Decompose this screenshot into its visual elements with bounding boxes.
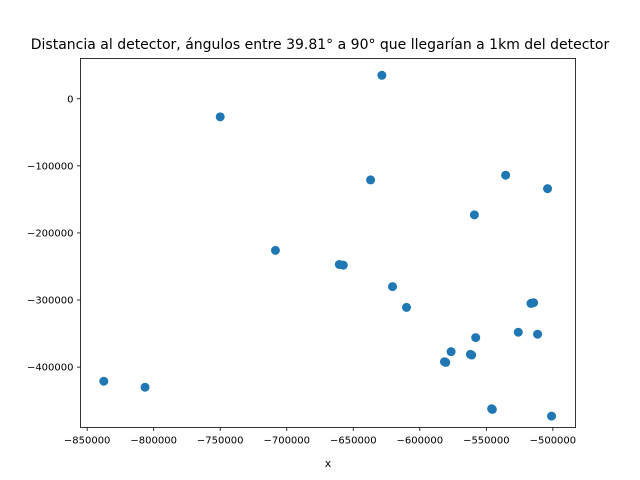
data-point [526,298,536,308]
chart-title: Distancia al detector, ángulos entre 39.… [31,37,610,53]
x-tick-label: −850000 [64,436,111,447]
data-point [501,170,511,180]
y-tick-label: −400000 [27,363,74,374]
x-tick-label: −600000 [397,436,444,447]
x-axis-ticks: −850000 −800000 −750000 −700000 −650000 −6000… [64,427,577,447]
data-point [99,376,109,386]
plot-area-frame [80,58,576,428]
data-point [513,327,523,337]
data-points [99,70,557,421]
x-tick-label: −550000 [463,436,510,447]
data-point [388,282,398,292]
data-point [471,333,481,343]
y-tick-label: −100000 [27,161,74,172]
x-tick-label: −750000 [197,436,244,447]
x-axis-label: x [325,457,332,470]
data-point [441,357,451,367]
y-tick-label: −300000 [27,296,74,307]
x-tick-label: −700000 [263,436,310,447]
data-point [446,347,456,357]
y-tick-label: 0 [67,94,73,105]
data-point [467,350,477,360]
data-point [140,382,150,392]
x-tick-label: −500000 [530,436,577,447]
data-point [366,175,376,185]
y-tick-label: −200000 [27,228,74,239]
data-point [543,184,553,194]
data-point [547,411,557,421]
data-point [402,302,412,312]
x-tick-label: −800000 [130,436,177,447]
data-point [338,260,348,270]
x-tick-label: −650000 [330,436,377,447]
data-point [469,210,479,220]
data-point [533,329,543,339]
data-point [270,245,280,255]
y-axis-ticks: 0 −100000 −200000 −300000 −400000 [27,94,81,374]
data-point [487,404,497,414]
data-point [215,112,225,122]
data-point [377,70,387,80]
